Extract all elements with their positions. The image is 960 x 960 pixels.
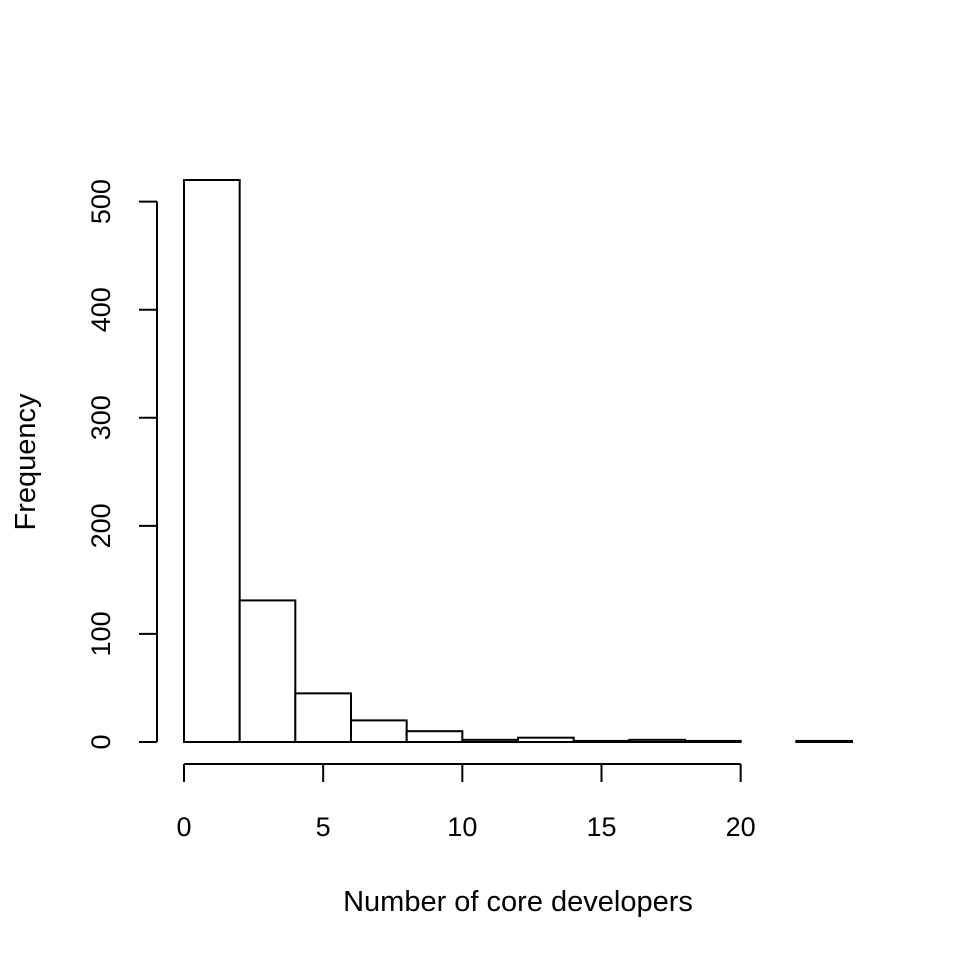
y-axis-label: Frequency xyxy=(10,393,42,531)
y-tick-label: 300 xyxy=(86,395,116,440)
x-tick-label: 0 xyxy=(176,812,191,842)
histogram-bar xyxy=(517,736,575,744)
histogram-bar xyxy=(461,738,520,743)
histogram-bar xyxy=(350,719,408,744)
histogram-bar xyxy=(238,599,297,744)
x-tick-label: 20 xyxy=(726,812,756,842)
histogram-bar xyxy=(183,179,241,743)
x-axis: 0 5 10 15 20 xyxy=(176,763,756,842)
histogram-bar xyxy=(572,739,631,744)
y-tick-label: 500 xyxy=(86,179,116,224)
histogram-bar xyxy=(628,738,686,743)
x-axis-label: Number of core developers xyxy=(343,886,693,918)
y-tick-label: 100 xyxy=(86,611,116,656)
histogram-bar xyxy=(795,739,853,744)
histogram-bar xyxy=(405,730,464,744)
x-tick-label: 10 xyxy=(447,812,477,842)
y-tick-label: 200 xyxy=(86,503,116,548)
x-tick-label: 15 xyxy=(586,812,616,842)
x-tick-label: 5 xyxy=(316,812,331,842)
histogram-bar xyxy=(294,692,353,743)
bars-group xyxy=(183,179,853,744)
y-tick-label: 0 xyxy=(86,734,116,749)
y-tick-label: 400 xyxy=(86,287,116,332)
y-axis: 0 100 200 300 400 500 xyxy=(86,179,158,750)
histogram-bar xyxy=(684,739,742,744)
